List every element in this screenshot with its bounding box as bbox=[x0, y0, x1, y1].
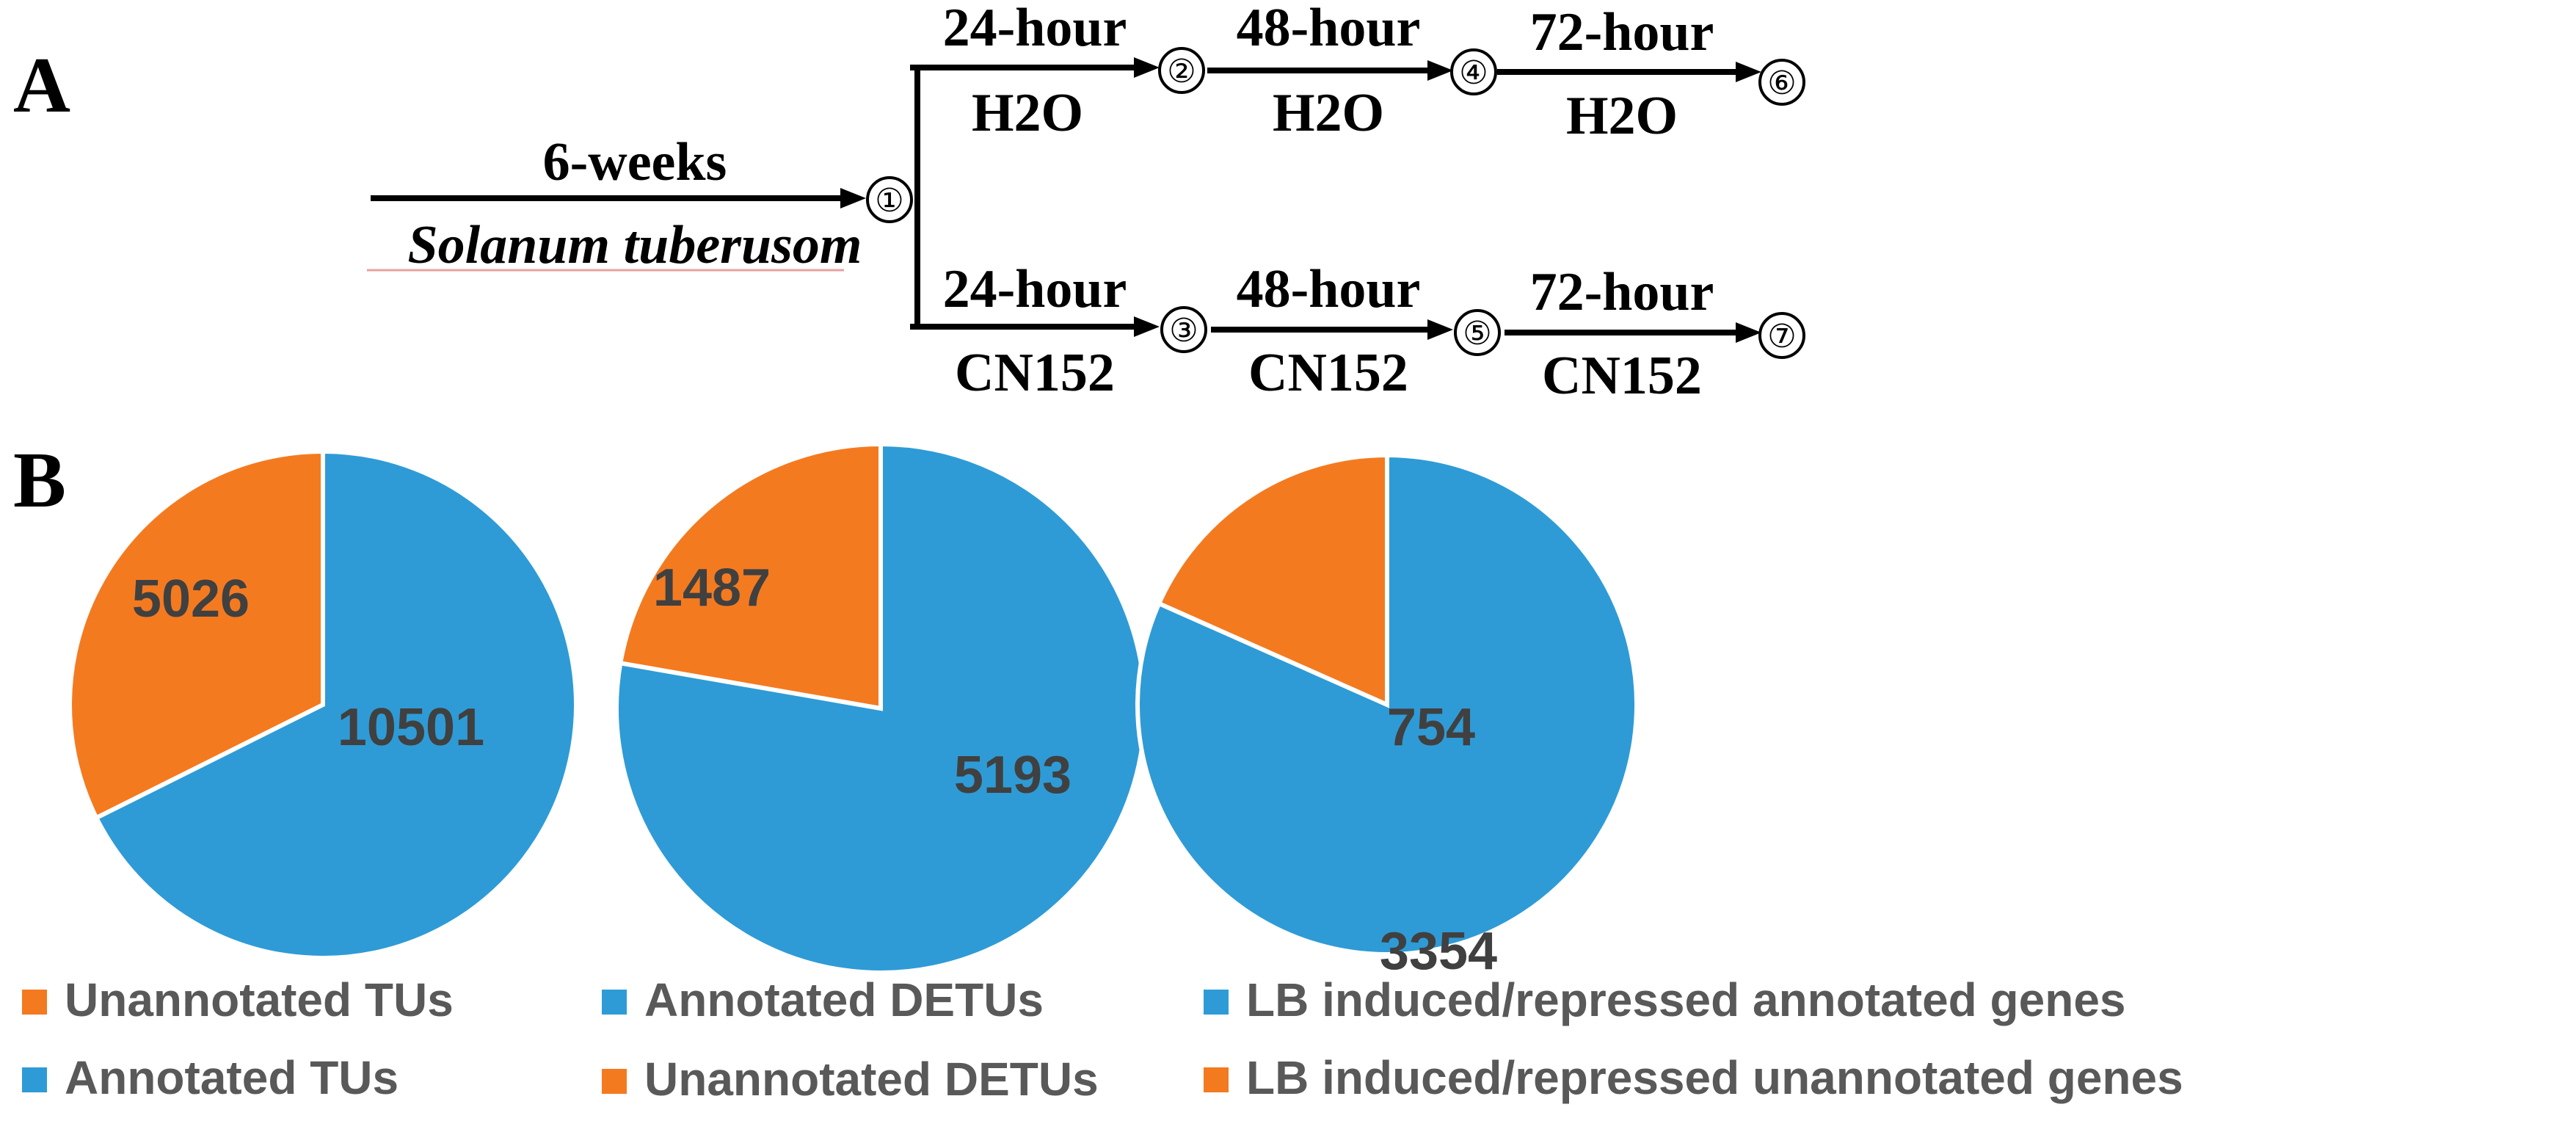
pie-3-value-label-blue: 3354 bbox=[1380, 922, 1497, 981]
panel-a-letter: A bbox=[13, 42, 70, 129]
lower-condition-2: CN152 bbox=[1248, 343, 1408, 403]
upper-arrow-3-head bbox=[1736, 62, 1761, 82]
lower-time-1: 24-hour bbox=[943, 259, 1127, 319]
pie-3-slice-orange bbox=[1156, 452, 1389, 708]
pie-2-slice-orange bbox=[617, 441, 883, 711]
node-5-label: ⑤ bbox=[1463, 315, 1491, 352]
upper-arrow-1-head bbox=[1134, 57, 1160, 78]
node-5-circle bbox=[1454, 309, 1501, 356]
node-7-label: ⑦ bbox=[1767, 318, 1796, 355]
lower-arrow-1-head bbox=[1134, 316, 1160, 337]
legend-2-label-1: Annotated DETUs bbox=[644, 973, 1044, 1026]
legend-3-swatch-1 bbox=[1204, 990, 1229, 1015]
node-1-label: ① bbox=[875, 182, 903, 219]
legend-2-label-2: Unannotated DETUs bbox=[644, 1053, 1099, 1106]
pie-3-slice-blue bbox=[1135, 452, 1639, 957]
lower-condition-1: CN152 bbox=[955, 343, 1115, 403]
node-3-label: ③ bbox=[1169, 312, 1198, 349]
node-4-circle bbox=[1450, 48, 1497, 95]
pie-3-value-label-orange: 754 bbox=[1387, 698, 1475, 757]
node-6-label: ⑥ bbox=[1767, 65, 1796, 102]
legend-3-label-2: LB induced/repressed unannotated genes bbox=[1246, 1051, 2183, 1104]
node-4-label: ④ bbox=[1459, 54, 1488, 92]
pie-1-slice-orange bbox=[68, 449, 325, 821]
pie-2-value-label-blue: 5193 bbox=[954, 746, 1071, 805]
legend-1-label-1: Unannotated TUs bbox=[65, 973, 454, 1026]
pie-legends: Unannotated TUs Annotated TUs Annotated DE… bbox=[22, 973, 2183, 1106]
node-2-label: ② bbox=[1167, 53, 1196, 90]
legend-1: Unannotated TUs Annotated TUs bbox=[22, 973, 454, 1104]
panel-a: A 6-weeks Solanum tuberusom ① 24-hour H2… bbox=[13, 0, 1805, 406]
node-1-circle bbox=[866, 176, 913, 223]
pie-2-value-label-orange: 1487 bbox=[653, 559, 771, 617]
pie-1-value-label-blue: 10501 bbox=[338, 698, 484, 757]
pie-1-value-label-orange: 5026 bbox=[132, 570, 250, 628]
upper-arrow-2-head bbox=[1427, 60, 1453, 81]
upper-condition-3: H2O bbox=[1566, 86, 1678, 146]
pie-chart-1: 5026 10501 bbox=[68, 449, 578, 960]
lower-arrow-3-head bbox=[1736, 322, 1761, 343]
legend-2: Annotated DETUs Unannotated DETUs bbox=[602, 973, 1099, 1106]
node-6-circle bbox=[1758, 59, 1805, 106]
upper-time-3: 72-hour bbox=[1530, 2, 1714, 62]
species-label: Solanum tuberusom bbox=[408, 215, 862, 275]
legend-2-swatch-2 bbox=[602, 1069, 627, 1094]
panel-b-letter: B bbox=[13, 437, 66, 524]
pie-chart-3: 754 3354 bbox=[1135, 452, 1639, 981]
lower-time-2: 48-hour bbox=[1237, 259, 1421, 319]
legend-1-swatch-2 bbox=[22, 1067, 47, 1092]
upper-branch-connector bbox=[914, 65, 954, 200]
panel-b: B 5026 10501 1487 5193 754 3354 Unannotated T… bbox=[13, 437, 2183, 1106]
legend-1-swatch-1 bbox=[22, 990, 47, 1015]
pie-chart-2: 1487 5193 bbox=[614, 441, 1147, 975]
start-duration-label: 6-weeks bbox=[543, 132, 727, 192]
pie-2-slice-blue bbox=[614, 441, 1147, 975]
lower-condition-3: CN152 bbox=[1542, 346, 1702, 406]
lower-arrow-2-head bbox=[1427, 319, 1453, 340]
legend-1-label-2: Annotated TUs bbox=[65, 1051, 399, 1104]
pie-charts: 5026 10501 1487 5193 754 3354 bbox=[68, 441, 1639, 981]
pie-1-slice-blue bbox=[93, 449, 578, 960]
legend-3-swatch-2 bbox=[1204, 1067, 1229, 1092]
upper-condition-1: H2O bbox=[972, 83, 1083, 143]
lower-time-3: 72-hour bbox=[1530, 262, 1714, 322]
node-3-circle bbox=[1160, 306, 1207, 353]
node-2-circle bbox=[1158, 47, 1205, 94]
legend-3: LB induced/repressed annotated genes LB i… bbox=[1204, 973, 2183, 1104]
upper-time-1: 24-hour bbox=[943, 0, 1127, 58]
upper-time-2: 48-hour bbox=[1237, 0, 1421, 58]
start-arrow-head bbox=[840, 188, 866, 208]
legend-3-label-1: LB induced/repressed annotated genes bbox=[1246, 973, 2126, 1026]
upper-condition-2: H2O bbox=[1273, 83, 1384, 143]
legend-2-swatch-1 bbox=[602, 990, 627, 1015]
node-7-circle bbox=[1758, 312, 1805, 359]
